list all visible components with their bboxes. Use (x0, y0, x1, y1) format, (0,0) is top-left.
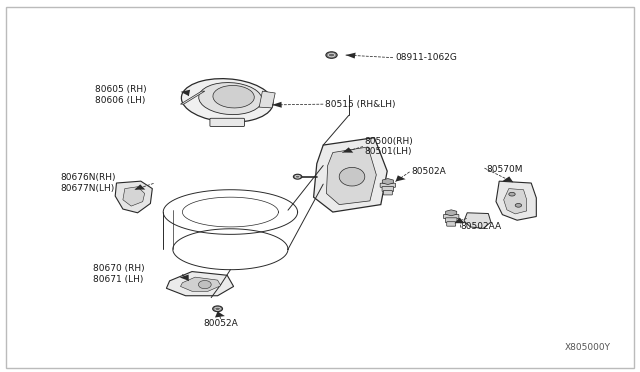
Text: 80502AA: 80502AA (461, 222, 502, 231)
Ellipse shape (295, 175, 300, 178)
Ellipse shape (181, 78, 273, 122)
Text: 80052A: 80052A (204, 319, 238, 328)
Polygon shape (496, 181, 536, 220)
Ellipse shape (212, 306, 223, 312)
FancyBboxPatch shape (380, 183, 396, 187)
Text: 80605 (RH): 80605 (RH) (95, 85, 147, 94)
Text: 80515 (RH&LH): 80515 (RH&LH) (325, 100, 396, 109)
Polygon shape (464, 213, 491, 228)
Text: 80501(LH): 80501(LH) (365, 147, 412, 156)
Ellipse shape (339, 167, 365, 186)
FancyBboxPatch shape (444, 214, 459, 219)
Polygon shape (502, 176, 513, 182)
Text: 80606 (LH): 80606 (LH) (95, 96, 145, 105)
Text: 80671 (LH): 80671 (LH) (93, 275, 143, 284)
Polygon shape (445, 210, 457, 216)
Polygon shape (123, 187, 145, 206)
Polygon shape (259, 91, 275, 108)
Polygon shape (115, 181, 152, 213)
FancyBboxPatch shape (210, 118, 244, 126)
Polygon shape (166, 272, 234, 296)
Polygon shape (180, 90, 190, 96)
Polygon shape (134, 185, 145, 190)
Ellipse shape (326, 52, 337, 58)
Ellipse shape (198, 83, 262, 115)
FancyBboxPatch shape (445, 218, 457, 222)
Text: 08911-1062G: 08911-1062G (396, 53, 458, 62)
FancyBboxPatch shape (383, 190, 392, 195)
Ellipse shape (213, 86, 254, 108)
Text: 80676N(RH): 80676N(RH) (61, 173, 116, 182)
Ellipse shape (293, 174, 302, 179)
Text: 80677N(LH): 80677N(LH) (61, 185, 115, 193)
Text: X805000Y: X805000Y (565, 343, 611, 352)
Text: 80502A: 80502A (412, 167, 446, 176)
Polygon shape (326, 147, 376, 205)
Text: 80500(RH): 80500(RH) (365, 137, 413, 146)
Text: 80570M: 80570M (486, 165, 523, 174)
Polygon shape (215, 311, 225, 317)
Ellipse shape (515, 203, 522, 207)
Ellipse shape (215, 307, 220, 310)
Polygon shape (180, 277, 221, 291)
Polygon shape (342, 147, 353, 153)
Polygon shape (346, 52, 356, 58)
FancyBboxPatch shape (447, 222, 456, 226)
Polygon shape (180, 275, 189, 281)
Polygon shape (382, 179, 394, 185)
Polygon shape (180, 91, 205, 104)
Polygon shape (314, 138, 387, 212)
Ellipse shape (509, 192, 515, 196)
Ellipse shape (328, 53, 335, 57)
Polygon shape (504, 189, 527, 214)
Polygon shape (272, 102, 282, 108)
FancyBboxPatch shape (382, 187, 394, 192)
Text: 80670 (RH): 80670 (RH) (93, 264, 145, 273)
Ellipse shape (198, 280, 211, 289)
Polygon shape (396, 175, 406, 182)
Polygon shape (454, 218, 465, 223)
